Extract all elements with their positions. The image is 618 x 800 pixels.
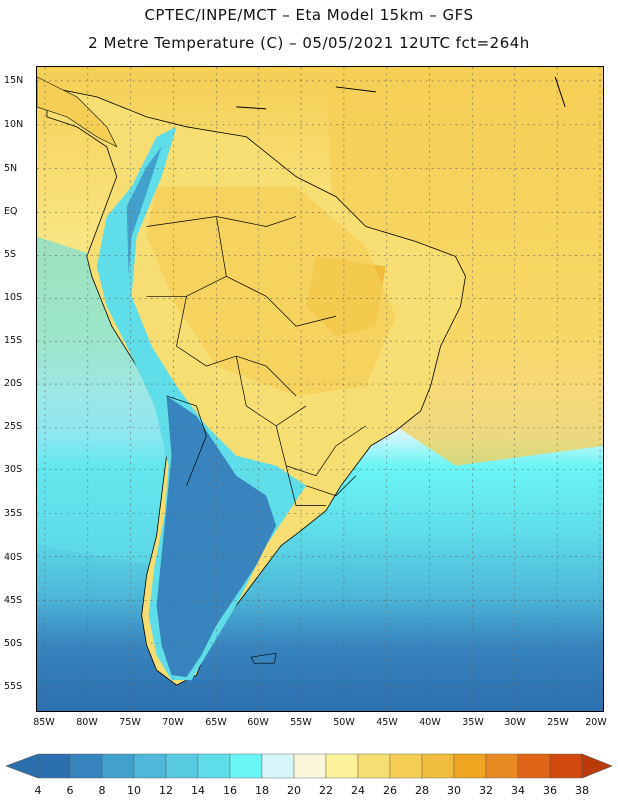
lat-label: 35S [4,508,23,519]
colorbar-label: 20 [287,784,301,797]
lat-label: 30S [4,464,23,475]
colorbar-label: 12 [159,784,173,797]
colorbar-label: 28 [415,784,429,797]
caribbean-islands [236,76,566,110]
lat-label: 40S [4,552,23,563]
colorbar-label: 38 [575,784,589,797]
colorbar-swatch [133,753,167,779]
temperature-map [36,66,604,712]
lon-label: 75W [119,717,141,728]
lat-label: 10N [4,119,24,130]
title-line-1: CPTEC/INPE/MCT – Eta Model 15km – GFS [144,6,474,24]
colorbar-swatch [229,753,263,779]
colorbar-swatch [261,753,295,779]
lon-label: 40W [419,717,441,728]
colorbar-swatch [293,753,327,779]
lon-label: 35W [462,717,484,728]
map-canvas [37,67,603,711]
lat-label: 5N [4,163,18,174]
colorbar-label: 30 [447,784,461,797]
patagonia-cold-zone [156,395,277,678]
lon-label: 25W [547,717,569,728]
lat-label: 5S [4,249,17,260]
lon-label: 20W [585,717,607,728]
warm-interior-zone [146,186,396,396]
lon-label: 50W [333,717,355,728]
lat-label: 50S [4,638,23,649]
lon-label: 65W [205,717,227,728]
colorbar-swatch [197,753,231,779]
colorbar-label: 10 [127,784,141,797]
colorbar-swatch [69,753,103,779]
colorbar-label: 6 [66,784,74,797]
colorbar-swatch [325,753,359,779]
falkland-islands [250,652,277,664]
cool-pacific-zone [37,236,177,566]
lon-label: 45W [376,717,398,728]
colorbar-label: 16 [223,784,237,797]
lon-label: 70W [162,717,184,728]
colorbar-swatch [101,753,135,779]
colorbar-label: 24 [351,784,365,797]
title-line-2: 2 Metre Temperature (C) – 05/05/2021 12U… [88,34,530,52]
lat-label: EQ [4,206,18,217]
colorbar-swatch [517,753,551,779]
lat-label: 45S [4,595,23,606]
colorbar-left-arrow [5,753,39,779]
colorbar-swatch [357,753,391,779]
colorbar-label: 14 [191,784,205,797]
colorbar-swatch [165,753,199,779]
lat-label: 15S [4,335,23,346]
colorbar-swatch [421,753,455,779]
colorbar-swatch [485,753,519,779]
colorbar-label: 22 [319,784,333,797]
country-borders [146,216,367,506]
colorbar-label: 8 [98,784,106,797]
color-legend [5,753,613,779]
lat-label: 25S [4,421,23,432]
colorbar-swatch [389,753,423,779]
colorbar-swatch [37,753,71,779]
lon-label: 80W [76,717,98,728]
andes-ridge [126,146,162,277]
colorbar-label: 18 [255,784,269,797]
lat-label: 15N [4,75,24,86]
lat-label: 20S [4,378,23,389]
lat-label: 10S [4,292,23,303]
colorbar-label: 4 [34,784,42,797]
central-america [37,76,118,148]
colorbar-right-arrow [581,753,613,779]
lat-label: 55S [4,681,23,692]
colorbar-swatch [549,753,583,779]
colorbar-label: 26 [383,784,397,797]
lon-label: 55W [290,717,312,728]
lon-label: 60W [247,717,269,728]
colorbar-swatch [453,753,487,779]
graticule [37,67,603,711]
colorbar-label: 36 [543,784,557,797]
lon-label: 85W [33,717,55,728]
colorbar-label: 32 [479,784,493,797]
lon-label: 30W [504,717,526,728]
colorbar-label: 34 [511,784,525,797]
